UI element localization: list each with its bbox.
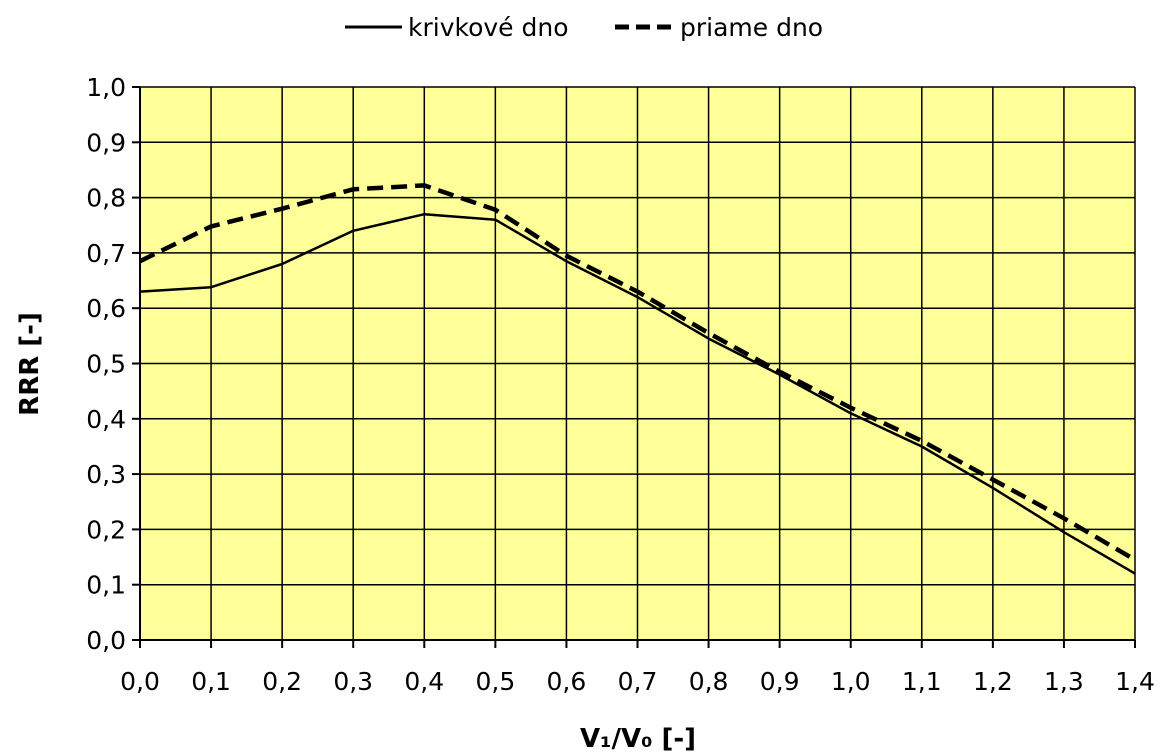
x-tick-label: 0,3 <box>333 667 373 696</box>
y-tick-label: 0,3 <box>86 460 126 489</box>
y-tick-label: 0,9 <box>86 128 126 157</box>
y-tick-label: 1,0 <box>86 73 126 102</box>
legend-label-krivkove-dno: krivkové dno <box>408 13 569 42</box>
x-tick-label: 0,6 <box>547 667 587 696</box>
x-tick-label: 0,0 <box>120 667 160 696</box>
series-lines <box>139 183 1137 575</box>
x-tick-label: 0,5 <box>475 667 515 696</box>
x-tick-label: 0,1 <box>191 667 231 696</box>
y-tick-label: 0,4 <box>86 405 126 434</box>
legend-label-priame-dno: priame dno <box>680 13 823 42</box>
series-line-priame-dno <box>139 183 1137 562</box>
x-axis-label: V₁/V₀ [-] <box>580 724 696 754</box>
x-tick-label: 1,2 <box>973 667 1013 696</box>
x-tick-label: 0,7 <box>618 667 658 696</box>
y-axis-ticks: 0,0 0,1 0,2 0,3 0,4 0,5 0,6 0,7 0,8 0,9 1,0 <box>86 73 140 655</box>
y-tick-label: 0,8 <box>86 184 126 213</box>
x-tick-label: 0,8 <box>689 667 729 696</box>
y-tick-label: 0,7 <box>86 239 126 268</box>
y-tick-label: 0,6 <box>86 294 126 323</box>
series-line-krivkove-dno <box>139 212 1136 575</box>
x-tick-label: 0,9 <box>760 667 800 696</box>
legend: krivkové dno priame dno <box>345 13 823 42</box>
x-axis-ticks: 0,0 0,1 0,2 0,3 0,4 0,5 0,6 0,7 0,8 0,9 1,0 1,1 1,2 1… <box>120 640 1155 696</box>
y-tick-label: 0,2 <box>86 515 126 544</box>
x-tick-label: 1,1 <box>902 667 942 696</box>
y-tick-label: 0,1 <box>86 571 126 600</box>
x-tick-label: 1,3 <box>1044 667 1084 696</box>
x-tick-label: 0,4 <box>404 667 444 696</box>
y-tick-label: 0,0 <box>86 626 126 655</box>
x-tick-label: 1,0 <box>831 667 871 696</box>
y-tick-label: 0,5 <box>86 350 126 379</box>
x-tick-label: 0,2 <box>262 667 302 696</box>
y-axis-label: RRR [-] <box>15 312 45 416</box>
x-tick-label: 1,4 <box>1115 667 1155 696</box>
